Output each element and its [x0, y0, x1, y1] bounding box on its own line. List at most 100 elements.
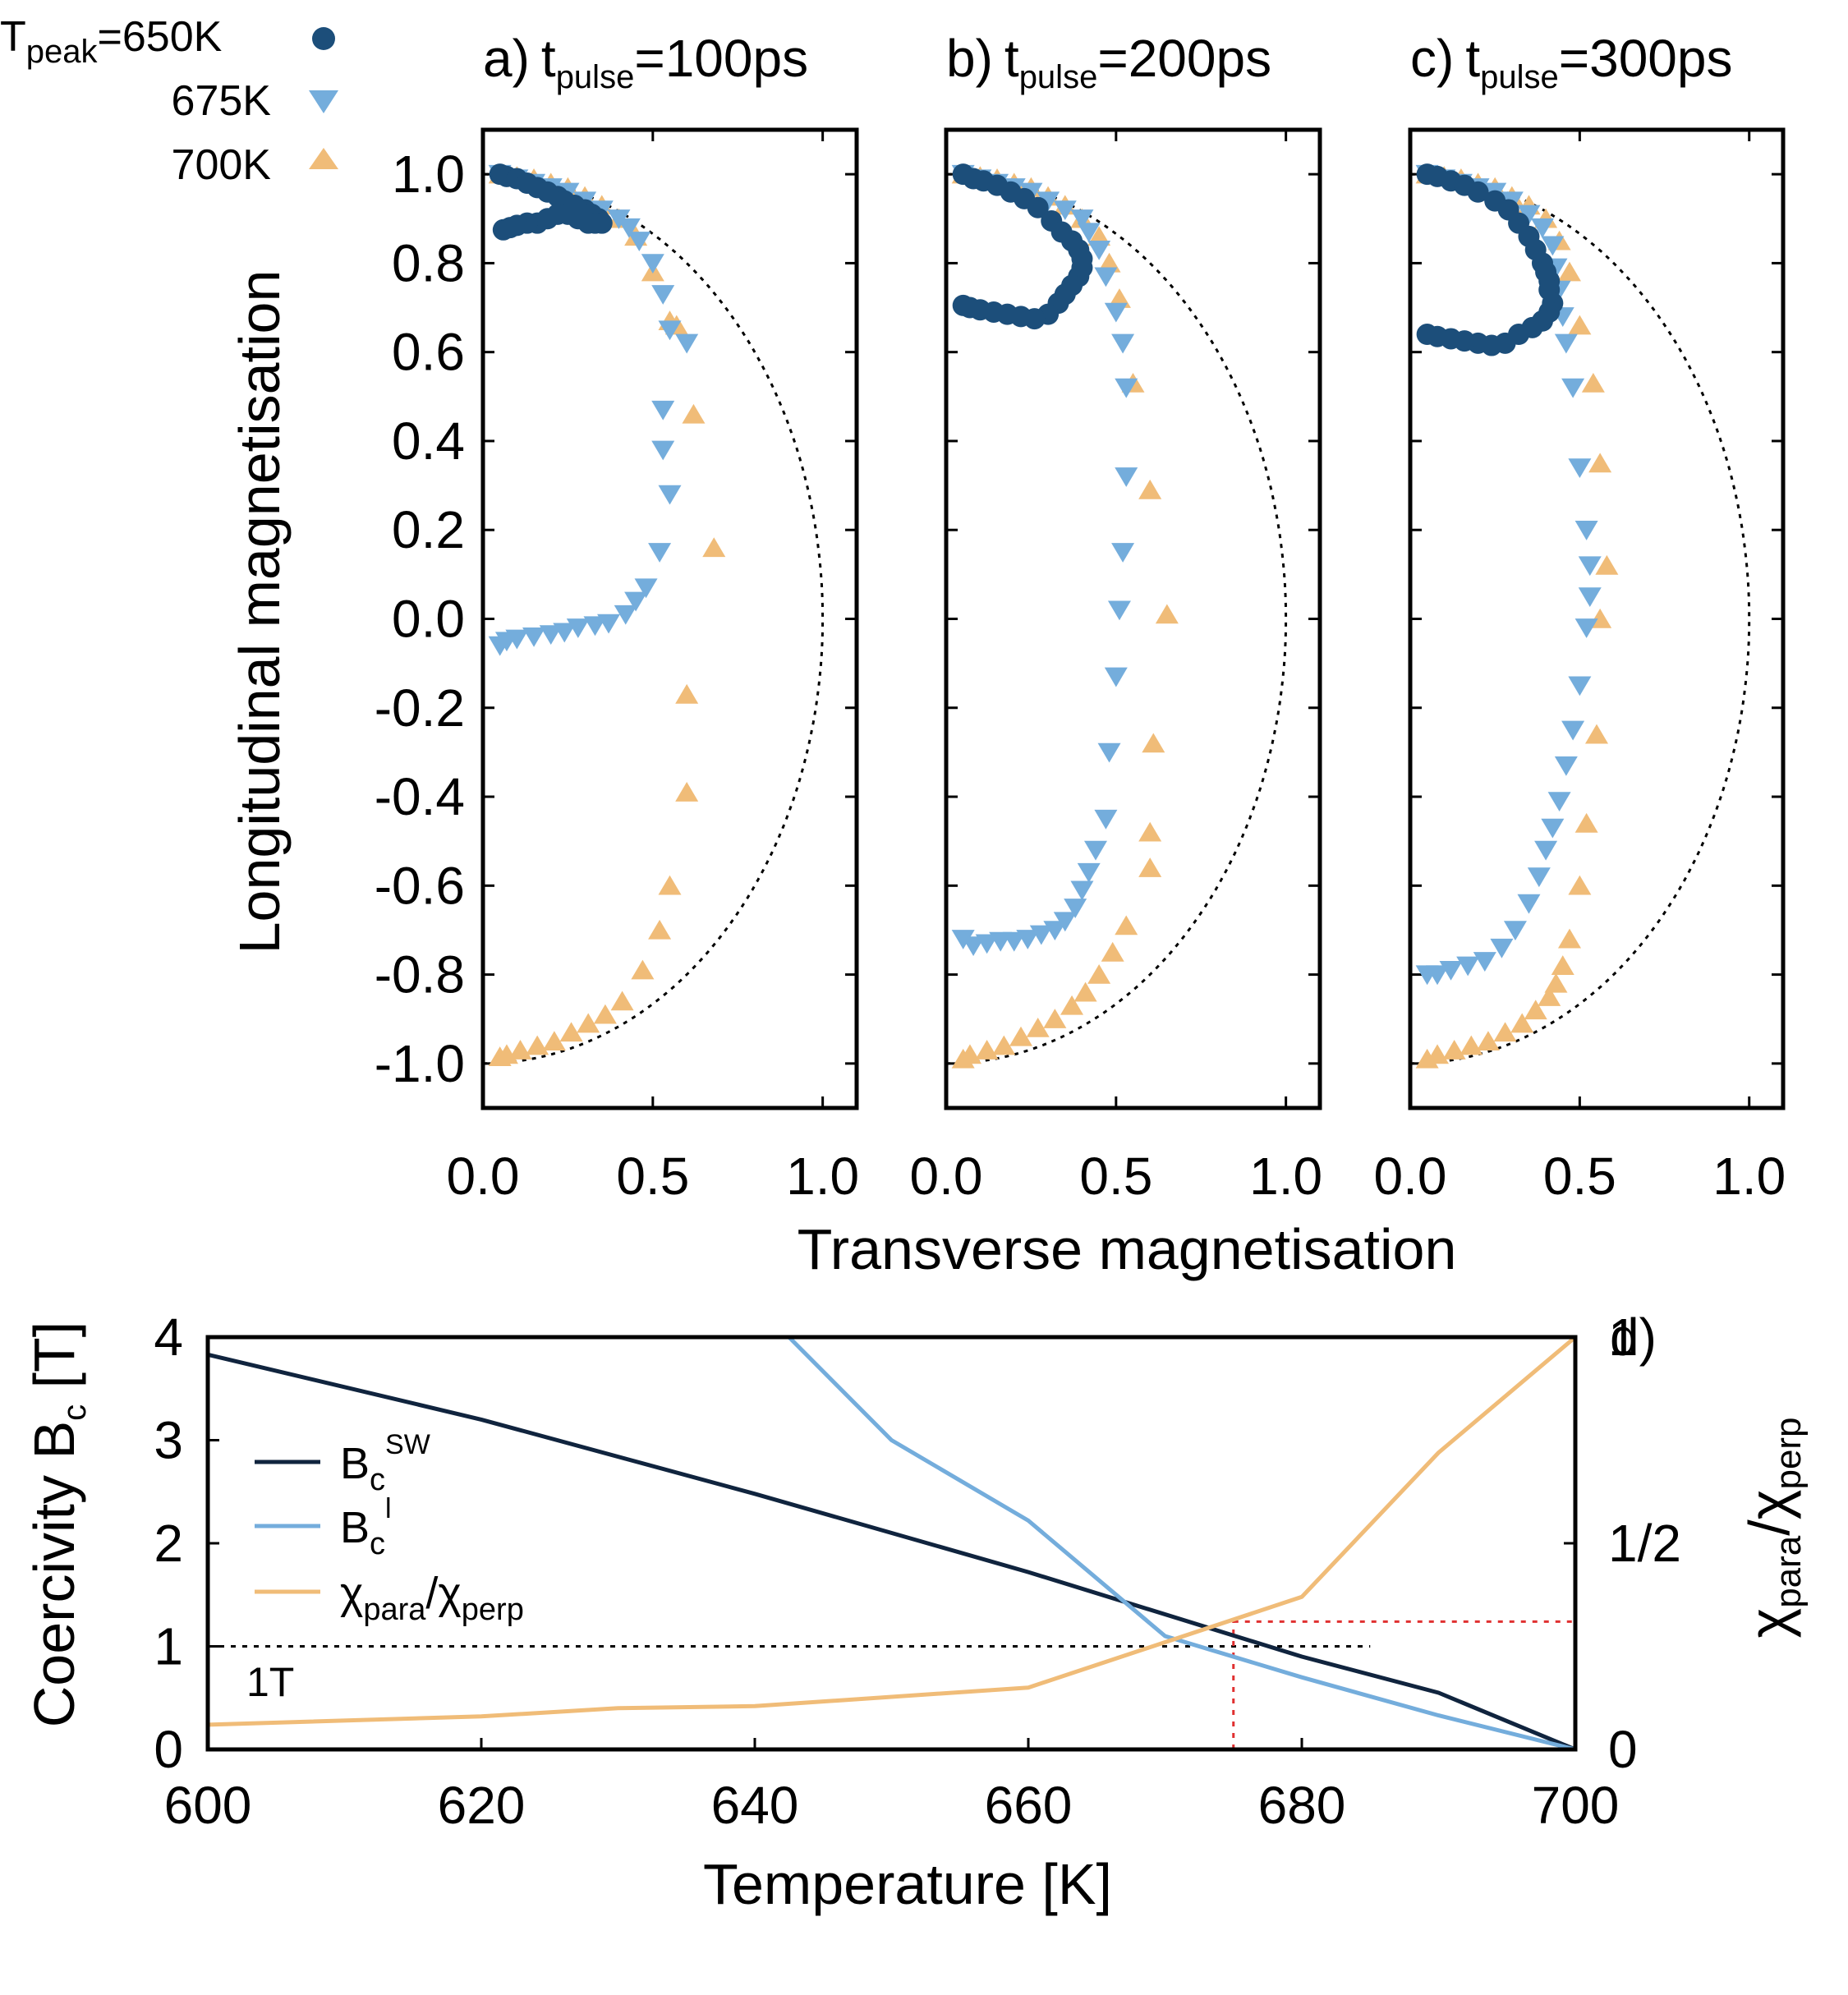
- data-point-675K: [1077, 223, 1101, 243]
- data-point-700K: [975, 1040, 999, 1060]
- x-tick-label: 1.0: [786, 1147, 859, 1206]
- y-tick-label: 2: [154, 1514, 183, 1573]
- series-675K: [1415, 164, 1602, 986]
- data-point-700K: [1115, 915, 1138, 935]
- y-axis-title-top: Longitudinal magnetisation: [228, 270, 292, 954]
- panel-b-title: b) tpulse=200ps: [946, 29, 1271, 95]
- data-point-700K: [1009, 1026, 1032, 1046]
- data-point-675K: [624, 591, 648, 612]
- data-point-700K: [1574, 812, 1598, 833]
- panel-c-title: c) tpulse=300ps: [1410, 29, 1732, 95]
- data-point-700K: [1442, 1040, 1466, 1060]
- y-tick-label: 0.6: [392, 323, 465, 382]
- data-point-700K: [1588, 453, 1612, 473]
- y-tick-label: 0.2: [392, 500, 465, 559]
- data-point-650K: [1416, 324, 1438, 346]
- x-tick-label: 680: [1258, 1776, 1346, 1835]
- data-point-700K: [675, 782, 699, 802]
- data-point-700K: [1568, 315, 1592, 335]
- data-point-675K: [648, 543, 672, 563]
- data-point-650K: [492, 218, 514, 241]
- data-point-700K: [1544, 972, 1568, 993]
- data-point-675K: [658, 485, 682, 505]
- data-point-675K: [1554, 756, 1578, 776]
- x-axis-title-bottom: Temperature [K]: [703, 1852, 1112, 1916]
- data-point-700K: [1538, 986, 1561, 1006]
- data-point-700K: [675, 683, 699, 704]
- x-tick-label: 0.0: [1374, 1147, 1447, 1206]
- data-point-700K: [1460, 1035, 1483, 1055]
- data-point-675K: [1084, 840, 1107, 861]
- y-tick-label: 1.0: [392, 145, 465, 204]
- panel-frame: [1408, 127, 1786, 1110]
- y-tick-label: 0: [154, 1720, 183, 1779]
- data-point-675K: [1541, 236, 1565, 256]
- panel-titles: a) tpulse=100ps b) tpulse=200ps c) tpulse=3…: [483, 29, 1732, 95]
- data-point-700K: [593, 1004, 617, 1024]
- y-tick-label: 3: [154, 1411, 183, 1470]
- data-point-675K: [634, 578, 658, 599]
- data-point-675K: [1561, 378, 1585, 398]
- data-point-675K: [1561, 720, 1585, 741]
- data-point-675K: [658, 320, 682, 341]
- series-650K: [489, 163, 613, 241]
- data-point-675K: [1053, 200, 1077, 221]
- y2-tick-label: 1/2: [1608, 1514, 1681, 1573]
- y-tick-label: 0.4: [392, 411, 465, 471]
- data-point-700K: [1073, 981, 1097, 1002]
- x-tick-label: 0.5: [1079, 1147, 1152, 1206]
- data-point-675K: [1568, 458, 1592, 479]
- data-point-700K: [1568, 875, 1592, 895]
- data-point-700K: [682, 403, 706, 424]
- data-point-675K: [1077, 862, 1101, 883]
- x-tick-label: 640: [711, 1776, 799, 1835]
- plot-frame-d: [205, 1335, 1578, 1752]
- y2-tick-label: 0: [1608, 1720, 1638, 1779]
- legend-entry-700K: 700K: [172, 141, 272, 189]
- data-point-675K: [675, 333, 699, 354]
- data-point-700K: [1060, 995, 1084, 1015]
- data-point-700K: [1557, 928, 1581, 949]
- y-tick-label: -1.0: [375, 1034, 465, 1093]
- data-point-675K: [651, 400, 675, 421]
- data-point-700K: [648, 919, 672, 940]
- data-point-650K: [1467, 181, 1489, 203]
- data-point-700K: [1138, 857, 1162, 877]
- legend-label-bc-sw: BcSW: [340, 1429, 430, 1497]
- data-point-650K: [952, 294, 974, 316]
- data-point-700K: [1557, 261, 1581, 282]
- data-point-675K: [1415, 965, 1439, 986]
- data-point-650K: [1027, 196, 1049, 218]
- series-650K: [952, 163, 1093, 330]
- data-point-675K: [1104, 302, 1128, 323]
- legend-entry-675K: 675K: [172, 77, 272, 125]
- data-point-700K: [1585, 724, 1608, 744]
- data-point-675K: [1473, 952, 1496, 972]
- data-point-700K: [488, 1046, 512, 1066]
- data-point-675K: [641, 254, 664, 274]
- data-point-700K: [1493, 1022, 1517, 1042]
- data-point-700K: [1087, 963, 1111, 984]
- legend-title: Tpeak=650K: [0, 13, 223, 70]
- data-point-675K: [1503, 921, 1527, 941]
- data-point-700K: [577, 1013, 600, 1033]
- data-point-700K: [631, 959, 655, 980]
- x-tick-label: 0.5: [616, 1147, 689, 1206]
- data-point-675K: [951, 930, 975, 949]
- y-tick-label: 1: [154, 1617, 183, 1676]
- data-point-700K: [1581, 372, 1605, 393]
- data-point-700K: [658, 875, 682, 895]
- data-point-700K: [1101, 941, 1124, 962]
- data-point-675K: [1087, 240, 1111, 260]
- x-tick-label: 660: [985, 1776, 1073, 1835]
- x-tick-label: 0.0: [447, 1147, 520, 1206]
- data-point-675K: [1547, 792, 1571, 812]
- data-point-675K: [1094, 809, 1118, 830]
- x-tick-label: 700: [1532, 1776, 1620, 1835]
- y2-tick-label: 1: [1608, 1308, 1638, 1367]
- data-point-675K: [1111, 543, 1135, 563]
- data-point-675K: [1094, 267, 1118, 287]
- data-point-675K: [1111, 333, 1135, 354]
- series-675K: [951, 164, 1138, 957]
